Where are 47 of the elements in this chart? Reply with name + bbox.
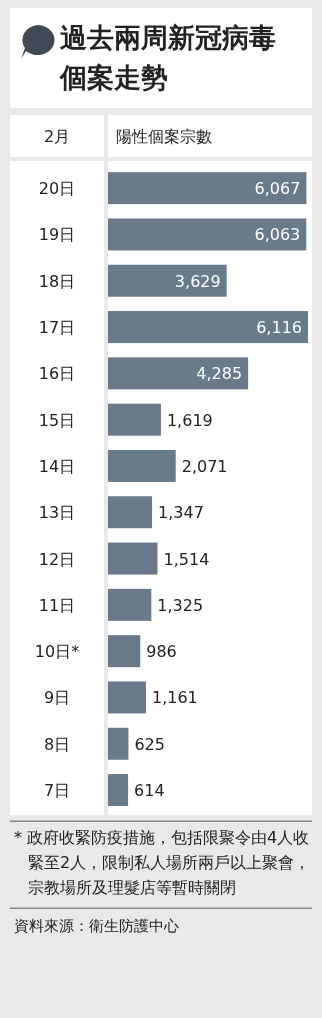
chart-title: 過去兩周新冠病毒個案走勢 bbox=[60, 21, 277, 95]
data-label: 6,116 bbox=[256, 318, 302, 338]
data-label: 6,067 bbox=[254, 179, 301, 199]
bar bbox=[108, 774, 129, 807]
bar bbox=[108, 403, 161, 436]
data-label: 1,619 bbox=[166, 410, 213, 430]
y-tick-label: 11日 bbox=[38, 595, 76, 615]
bar bbox=[108, 496, 153, 529]
data-label: 4,285 bbox=[196, 364, 243, 384]
y-tick-label: 7日 bbox=[43, 781, 71, 801]
data-label: 2,071 bbox=[181, 456, 228, 476]
y-axis-title: 2月 bbox=[43, 127, 71, 146]
data-label: 1,325 bbox=[157, 595, 204, 615]
y-tick-label: 13日 bbox=[38, 503, 76, 523]
data-label: 986 bbox=[146, 642, 177, 662]
y-tick-label: 15日 bbox=[38, 410, 76, 430]
y-tick-label: 20日 bbox=[38, 179, 76, 199]
bar bbox=[108, 218, 307, 251]
bar bbox=[108, 264, 227, 297]
bar bbox=[108, 681, 146, 714]
bar bbox=[108, 172, 307, 205]
data-label: 1,347 bbox=[158, 503, 204, 523]
bar bbox=[108, 727, 129, 760]
source-note: 資料來源：衛生防護中心 bbox=[14, 916, 180, 938]
y-tick-label: 12日 bbox=[38, 549, 76, 569]
y-tick-label: 9日 bbox=[43, 688, 71, 708]
bar bbox=[108, 635, 141, 668]
data-label: 1,161 bbox=[151, 688, 198, 708]
y-tick-label: 19日 bbox=[38, 225, 76, 245]
bar bbox=[108, 311, 308, 344]
bar bbox=[108, 449, 176, 482]
y-tick-label: 14日 bbox=[38, 456, 76, 476]
data-label: 3,629 bbox=[174, 271, 221, 291]
y-tick-label: 10日* bbox=[34, 642, 80, 662]
text: * 政府收緊防疫措施，包括限聚令由4人收緊至2人，限制私人場所兩戶以上聚會，宗教場所及理髮店等暫時關閉 bbox=[14, 827, 312, 900]
data-label: 6,063 bbox=[254, 225, 301, 245]
y-tick-label: 17日 bbox=[38, 318, 76, 338]
y-tick-label: 16日 bbox=[38, 364, 76, 384]
data-label: 1,514 bbox=[163, 549, 210, 569]
data-label: 614 bbox=[134, 781, 165, 801]
data-label: 625 bbox=[134, 734, 165, 754]
bar bbox=[108, 542, 158, 575]
y-tick-label: 8日 bbox=[43, 734, 71, 754]
y-tick-label: 18日 bbox=[38, 271, 76, 291]
bar bbox=[108, 357, 249, 390]
x-axis-title: 陽性個案宗數 bbox=[116, 127, 212, 146]
bar bbox=[108, 588, 152, 621]
